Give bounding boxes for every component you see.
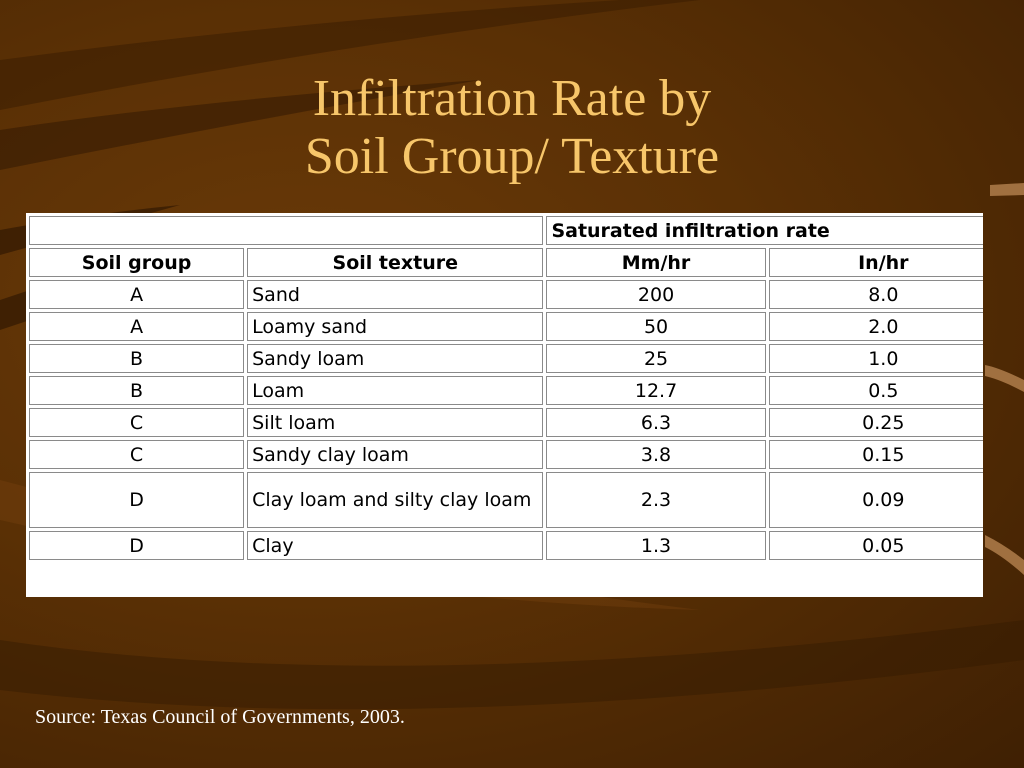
soil-texture-cell: Sandy loam [247, 344, 544, 373]
in-hr-cell: 0.09 [768, 472, 983, 528]
soil-texture-cell: Clay loam and silty clay loam [247, 472, 544, 528]
column-header: Mm/hr [546, 248, 766, 277]
mm-hr-cell: 200 [546, 280, 766, 309]
column-header-row: Soil group Soil texture Mm/hr In/hr [29, 248, 983, 277]
table-row: A Sand 200 8.0 [29, 280, 983, 309]
column-header: Soil texture [247, 248, 544, 277]
in-hr-cell: 2.0 [768, 312, 983, 341]
infiltration-table: Saturated infiltration rate Soil group S… [26, 213, 983, 563]
soil-group-cell: A [29, 280, 245, 309]
in-hr-cell: 1.0 [768, 344, 983, 373]
soil-group-cell: B [29, 376, 245, 405]
in-hr-cell: 0.15 [768, 440, 983, 469]
soil-group-cell: D [29, 472, 245, 528]
soil-group-cell: C [29, 408, 245, 437]
table-row: D Clay loam and silty clay loam 2.3 0.09 [29, 472, 983, 528]
mm-hr-cell: 6.3 [546, 408, 766, 437]
mm-hr-cell: 2.3 [546, 472, 766, 528]
column-header: In/hr [768, 248, 983, 277]
soil-group-cell: C [29, 440, 245, 469]
column-header: Soil group [29, 248, 245, 277]
soil-texture-cell: Loamy sand [247, 312, 544, 341]
table-row: A Loamy sand 50 2.0 [29, 312, 983, 341]
title-line-1: Infiltration Rate by [312, 70, 712, 127]
soil-group-cell: D [29, 531, 245, 560]
mm-hr-cell: 25 [546, 344, 766, 373]
mm-hr-cell: 50 [546, 312, 766, 341]
table-row: B Loam 12.7 0.5 [29, 376, 983, 405]
in-hr-cell: 0.05 [768, 531, 983, 560]
group-header-row: Saturated infiltration rate [29, 216, 983, 245]
soil-texture-cell: Clay [247, 531, 544, 560]
soil-texture-cell: Sandy clay loam [247, 440, 544, 469]
slide-title: Infiltration Rate by Soil Group/ Texture [0, 70, 1024, 186]
in-hr-cell: 0.5 [768, 376, 983, 405]
soil-texture-cell: Sand [247, 280, 544, 309]
in-hr-cell: 8.0 [768, 280, 983, 309]
in-hr-cell: 0.25 [768, 408, 983, 437]
mm-hr-cell: 3.8 [546, 440, 766, 469]
mm-hr-cell: 12.7 [546, 376, 766, 405]
soil-group-cell: B [29, 344, 245, 373]
table-row: D Clay 1.3 0.05 [29, 531, 983, 560]
header-spacer-cell [29, 216, 544, 245]
soil-texture-cell: Silt loam [247, 408, 544, 437]
soil-texture-cell: Loam [247, 376, 544, 405]
mm-hr-cell: 1.3 [546, 531, 766, 560]
title-line-2: Soil Group/ Texture [304, 128, 720, 185]
table-row: C Silt loam 6.3 0.25 [29, 408, 983, 437]
table-row: C Sandy clay loam 3.8 0.15 [29, 440, 983, 469]
source-citation: Source: Texas Council of Governments, 20… [35, 706, 405, 728]
infiltration-table-container: Saturated infiltration rate Soil group S… [26, 213, 983, 597]
table-row: B Sandy loam 25 1.0 [29, 344, 983, 373]
group-header-cell: Saturated infiltration rate [546, 216, 983, 245]
soil-group-cell: A [29, 312, 245, 341]
